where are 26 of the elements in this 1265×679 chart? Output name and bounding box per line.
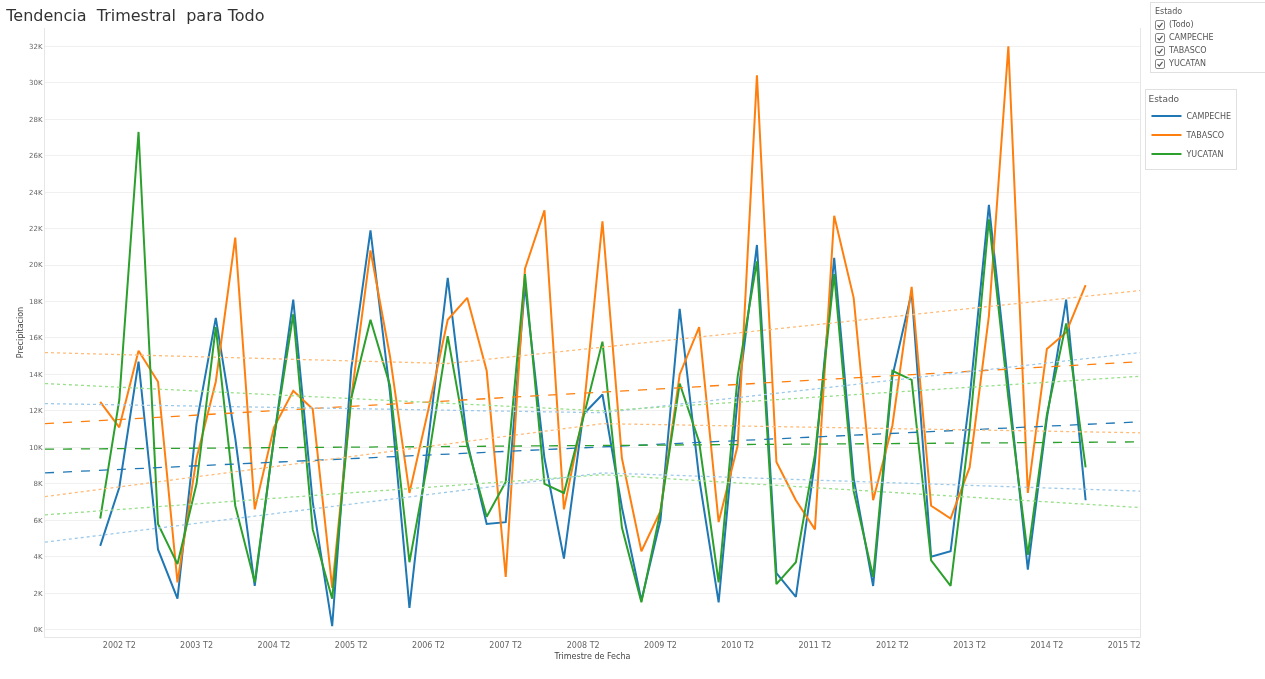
text: (Todo) — [1169, 20, 1194, 29]
x-tick-label: 2008 T2 — [566, 640, 600, 650]
text: Estado — [1155, 7, 1183, 16]
text: TABASCO — [1169, 46, 1207, 55]
x-tick-label: 2003 T2 — [180, 640, 213, 650]
x-tick-label: 2011 T2 — [798, 640, 832, 650]
x-tick-label: 2007 T2 — [489, 640, 523, 650]
text: YUCATAN — [1169, 59, 1206, 68]
y-axis-title: Precipitacion — [15, 306, 25, 359]
text: CAMPECHE — [1169, 33, 1214, 42]
x-axis-title: Trimestre de Fecha — [553, 651, 631, 661]
x-tick-label: 2006 T2 — [412, 640, 445, 650]
x-tick-label: 2015 T2 — [1107, 640, 1141, 650]
x-tick-label: 2009 T2 — [643, 640, 677, 650]
legend-label: TABASCO — [1185, 131, 1225, 141]
x-tick-label: 2012 T2 — [875, 640, 909, 650]
x-tick-label: 2004 T2 — [257, 640, 291, 650]
x-tick-label: 2014 T2 — [1030, 640, 1064, 650]
x-tick-label: 2010 T2 — [721, 640, 755, 650]
x-tick-label: 2002 T2 — [102, 640, 136, 650]
x-tick-label: 2013 T2 — [953, 640, 987, 650]
legend-label: CAMPECHE — [1186, 112, 1231, 122]
chart-title: Tendencia Trimestral para Todo — [5, 6, 265, 26]
legend-title: Estado — [1148, 93, 1180, 104]
legend-label: YUCATAN — [1185, 150, 1224, 160]
x-tick-label: 2005 T2 — [334, 640, 368, 650]
